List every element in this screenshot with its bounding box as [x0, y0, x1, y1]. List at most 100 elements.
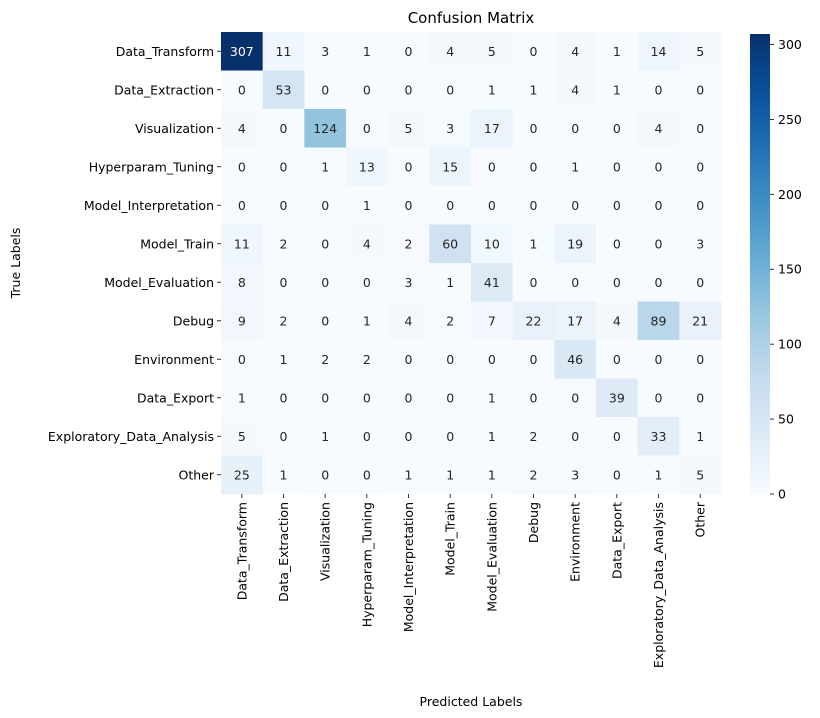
heatmap-cell: [429, 263, 472, 302]
cell-value-label: 5: [696, 467, 704, 482]
heatmap-cell: [304, 455, 347, 495]
heatmap-cell: [387, 224, 430, 264]
cell-value-label: 0: [280, 198, 288, 213]
heatmap-cell: [596, 224, 639, 264]
cell-value-label: 0: [571, 121, 579, 136]
heatmap-cell: [554, 301, 597, 341]
heatmap-cell: [221, 147, 264, 187]
cell-value-label: 1: [613, 82, 621, 97]
cell-value-label: 41: [484, 275, 500, 290]
colorbar-tick-label: 300: [778, 37, 802, 52]
cell-value-label: 22: [526, 313, 542, 328]
heatmap-cell: [387, 301, 430, 341]
cell-value-label: 0: [530, 390, 538, 405]
x-tick-label: Other: [693, 501, 708, 537]
heatmap-cell: [304, 378, 347, 418]
cell-value-label: 1: [405, 467, 413, 482]
cell-value-label: 5: [238, 429, 246, 444]
heatmap-cell: [596, 455, 639, 495]
cell-value-label: 21: [692, 313, 708, 328]
heatmap-cell: [471, 378, 514, 418]
cell-value-label: 0: [655, 390, 663, 405]
heatmap-cell: [429, 301, 472, 341]
heatmap-cell: [429, 186, 472, 225]
heatmap-cell: [679, 224, 722, 264]
cell-value-label: 0: [655, 236, 663, 251]
heatmap-cell: [221, 109, 264, 148]
x-tick-label: Data_Transform: [234, 502, 249, 600]
x-tick-label: Model_Evaluation: [484, 502, 499, 612]
heatmap-cell: [679, 417, 722, 456]
cell-value-label: 0: [613, 275, 621, 290]
cell-value-label: 3: [696, 236, 704, 251]
cell-value-label: 2: [530, 429, 538, 444]
cell-value-label: 2: [321, 352, 329, 367]
heatmap-cell: [471, 455, 514, 495]
heatmap-cell: [554, 109, 597, 148]
heatmap-cell: [429, 70, 472, 110]
heatmap-cell: [304, 301, 347, 341]
cell-value-label: 1: [488, 467, 496, 482]
cell-value-label: 1: [280, 352, 288, 367]
cell-value-label: 0: [613, 121, 621, 136]
cell-value-label: 0: [238, 159, 246, 174]
cell-value-label: 0: [530, 44, 538, 59]
x-tick-label: Visualization: [318, 502, 333, 581]
x-tick-label: Model_Train: [443, 502, 458, 576]
cell-value-label: 11: [234, 236, 250, 251]
cell-value-label: 17: [567, 313, 583, 328]
cell-value-label: 5: [488, 44, 496, 59]
cell-value-label: 0: [571, 429, 579, 444]
heatmap-cell: [221, 224, 264, 264]
heatmap-cell: [346, 109, 389, 148]
cell-value-label: 2: [446, 313, 454, 328]
x-tick-label: Debug: [526, 502, 541, 543]
heatmap-cell: [512, 70, 555, 110]
cell-value-label: 7: [488, 313, 496, 328]
cell-value-label: 0: [655, 82, 663, 97]
heatmap-cell: [512, 147, 555, 187]
cell-value-label: 1: [696, 429, 704, 444]
heatmap-cell: [679, 263, 722, 302]
cell-value-label: 0: [655, 352, 663, 367]
heatmap-cell: [512, 340, 555, 379]
colorbar: [750, 34, 770, 494]
heatmap-cell: [346, 32, 389, 71]
heatmap-cell: [262, 32, 305, 71]
heatmap-cell: [304, 70, 347, 110]
x-tick-labels: Data_Transform Data_Extraction Visualizati…: [234, 494, 708, 668]
cell-value-label: 10: [484, 236, 500, 251]
y-tick-label: Debug: [173, 313, 214, 328]
cell-value-label: 0: [363, 275, 371, 290]
cell-value-label: 0: [696, 82, 704, 97]
heatmap-cell: [262, 417, 305, 456]
cell-value-label: 0: [280, 159, 288, 174]
cell-value-label: 0: [488, 159, 496, 174]
heatmap-cell: [429, 147, 472, 187]
y-tick-label: Model_Interpretation: [84, 198, 214, 213]
heatmap-cell: [262, 263, 305, 302]
heatmap-cell: [679, 147, 722, 187]
colorbar-tick-label: 100: [778, 337, 802, 352]
cell-value-label: 0: [488, 352, 496, 367]
heatmap-cell: [637, 455, 680, 495]
y-tick-label: Data_Transform: [116, 44, 214, 59]
heatmap-cell: [221, 417, 264, 456]
cell-value-label: 0: [530, 275, 538, 290]
y-tick-label: Model_Evaluation: [104, 275, 214, 290]
heatmap-cell: [471, 417, 514, 456]
heatmap-cell: [346, 147, 389, 187]
x-tick-label: Data_Export: [609, 502, 624, 579]
heatmap-cell: [596, 109, 639, 148]
y-tick-label: Hyperparam_Tuning: [89, 159, 214, 174]
cell-value-label: 0: [405, 390, 413, 405]
heatmap-cell: [346, 186, 389, 225]
cell-value-label: 1: [446, 275, 454, 290]
cell-value-label: 0: [655, 159, 663, 174]
heatmap-cell: [637, 32, 680, 71]
cell-value-label: 4: [571, 82, 579, 97]
heatmap-cell: [596, 186, 639, 225]
cell-value-label: 33: [651, 429, 667, 444]
heatmap-cell: [596, 263, 639, 302]
cell-value-label: 0: [530, 352, 538, 367]
